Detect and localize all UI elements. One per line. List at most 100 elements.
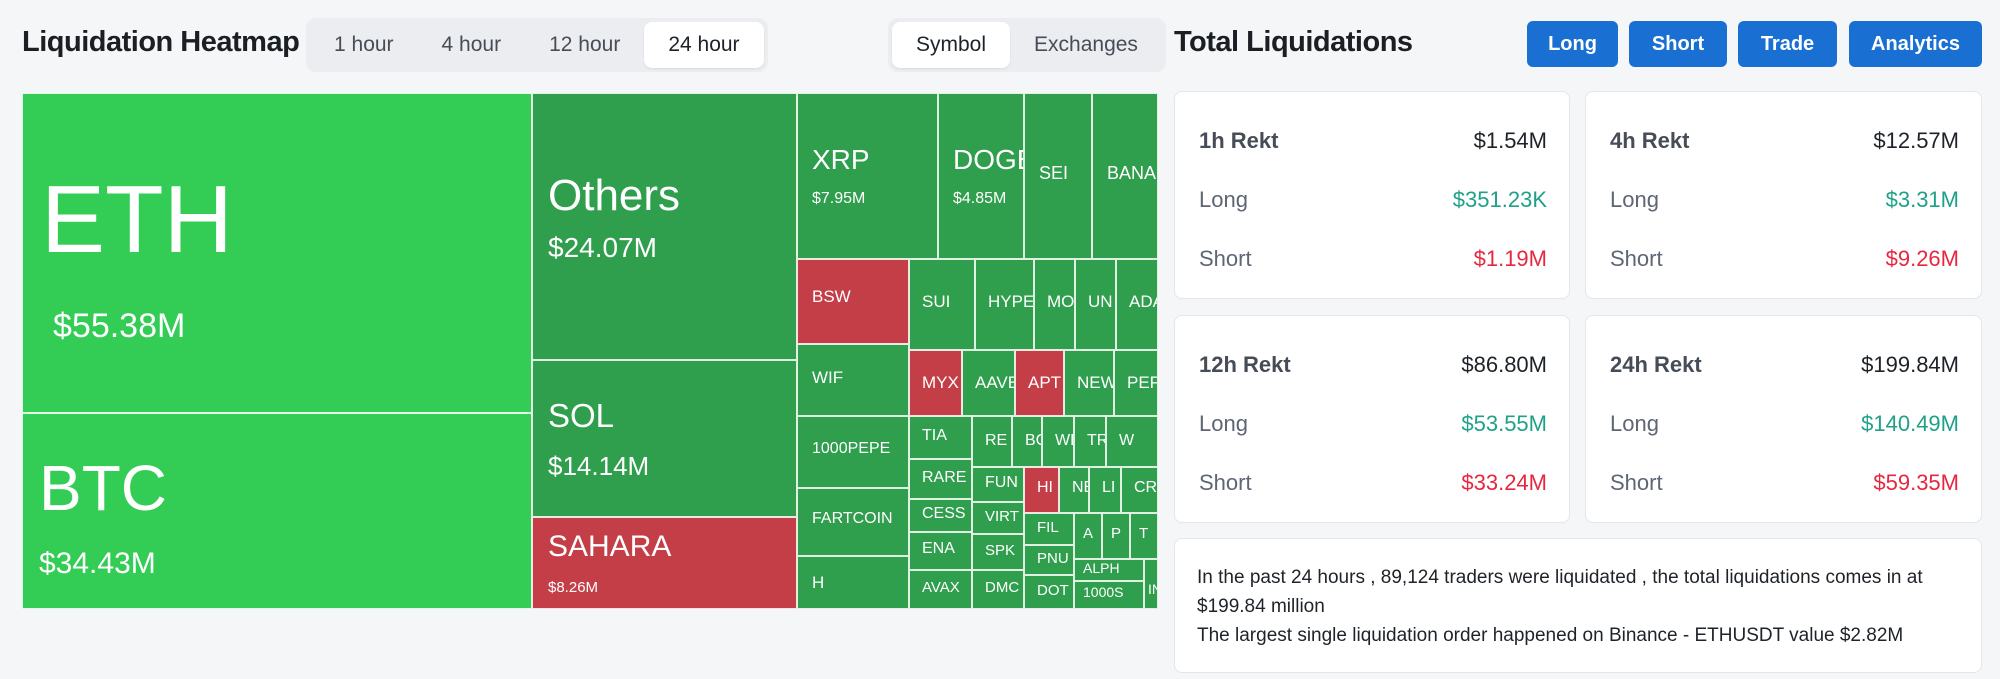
card-title: 24h Rekt (1610, 352, 1702, 377)
rekt-card-4h: 4h Rekt $12.57M Long $3.31M Short $9.26M (1585, 91, 1982, 299)
tile-value: $7.95M (812, 190, 866, 207)
tile-symbol: WIF (812, 368, 844, 387)
heatmap-tile-tr[interactable]: TR (1074, 416, 1106, 467)
analytics-button[interactable]: Analytics (1849, 21, 1982, 67)
time-range-tabs: 1 hour 4 hour 12 hour 24 hour (306, 18, 768, 72)
heatmap-tile-1000s[interactable]: 1000S (1074, 581, 1144, 609)
tab-1-hour[interactable]: 1 hour (334, 33, 394, 56)
tile-symbol: TIA (922, 427, 947, 444)
heatmap-tile-avax[interactable]: AVAX (909, 570, 972, 609)
heatmap-tile-dmc[interactable]: DMC (972, 570, 1024, 609)
tab-exchanges[interactable]: Exchanges (1034, 33, 1138, 56)
heatmap-tile-hype[interactable]: HYPE (975, 259, 1034, 350)
short-value: $33.24M (1461, 470, 1547, 495)
heatmap-tile-li[interactable]: LI (1089, 467, 1121, 513)
heatmap-tile-sol[interactable]: SOL $14.14M (532, 360, 797, 517)
heatmap-tile-bc[interactable]: BC (1012, 416, 1042, 467)
short-button[interactable]: Short (1629, 21, 1727, 67)
long-value: $140.49M (1861, 411, 1959, 436)
heatmap-tile-eth[interactable]: ETH $55.38M (22, 93, 532, 413)
heatmap-tile-fil[interactable]: FIL (1024, 513, 1074, 545)
heatmap-tile-p[interactable]: P (1102, 513, 1130, 559)
tile-symbol: 1000S (1083, 584, 1124, 600)
heatmap-tile-banana[interactable]: BANANA (1092, 93, 1158, 259)
heatmap-tile-dot[interactable]: DOT (1024, 575, 1074, 609)
tile-symbol: FARTCOIN (812, 510, 893, 527)
tile-symbol: SEI (1039, 163, 1069, 183)
heatmap-tile-btc[interactable]: BTC $34.43M (22, 413, 532, 609)
heatmap-tile-re[interactable]: RE (972, 416, 1012, 467)
heatmap-tile-wl[interactable]: WL (1042, 416, 1074, 467)
heatmap-tile-fartcoin[interactable]: FARTCOIN (797, 488, 909, 556)
tile-symbol: MYX (922, 373, 959, 392)
heatmap-tile-new[interactable]: NEW (1064, 350, 1114, 416)
heatmap-tile-fun[interactable]: FUN (972, 467, 1024, 502)
tile-symbol: PEP (1127, 373, 1158, 392)
heatmap-tile-pnu[interactable]: PNU (1024, 545, 1074, 575)
heatmap-tile-sui[interactable]: SUI (909, 259, 975, 350)
tab-symbol[interactable]: Symbol (892, 22, 1011, 68)
tile-value: $14.14M (548, 451, 650, 481)
heatmap-tile-w[interactable]: W (1106, 416, 1158, 467)
heatmap-tile-cr[interactable]: CR (1121, 467, 1158, 513)
heatmap-tile-1000pepe[interactable]: 1000PEPE (797, 416, 909, 488)
heatmap-tile-virt[interactable]: VIRT (972, 502, 1024, 534)
heatmap-tile-xrp[interactable]: XRP $7.95M (797, 93, 938, 259)
tile-symbol: NEW (1077, 373, 1114, 392)
heatmap-tile-cess[interactable]: CESS (909, 499, 972, 532)
short-label: Short (1199, 470, 1252, 495)
tile-symbol: MO (1047, 292, 1075, 311)
tile-symbol: T (1139, 525, 1149, 542)
tab-12-hour[interactable]: 12 hour (549, 33, 621, 56)
liquidation-heatmap: ETH $55.38M BTC $34.43M Others $24.07M SOL $14.… (22, 93, 1158, 609)
heatmap-tile-bsw[interactable]: BSW (797, 259, 909, 344)
short-value: $9.26M (1885, 246, 1959, 271)
long-label: Long (1610, 411, 1659, 436)
heatmap-tile-a[interactable]: A (1074, 513, 1102, 559)
heatmap-tile-ena[interactable]: ENA (909, 532, 972, 570)
card-title: 12h Rekt (1199, 352, 1291, 377)
heatmap-tile-spk[interactable]: SPK (972, 534, 1024, 570)
tile-symbol: FIL (1037, 519, 1059, 536)
heatmap-tile-sahara[interactable]: SAHARA $8.26M (532, 517, 797, 609)
heatmap-tile-wif[interactable]: WIF (797, 344, 909, 416)
tile-symbol: AVAX (922, 579, 960, 596)
long-button[interactable]: Long (1527, 21, 1618, 67)
heatmap-tile-alph[interactable]: ALPH (1074, 559, 1144, 581)
card-total: $12.57M (1873, 128, 1959, 153)
heatmap-tile-aave[interactable]: AAVE (962, 350, 1015, 416)
tile-symbol: P (1111, 525, 1122, 542)
heatmap-tile-pep[interactable]: PEP (1114, 350, 1158, 416)
card-total: $1.54M (1473, 128, 1547, 153)
heatmap-tile-others[interactable]: Others $24.07M (532, 93, 797, 360)
heatmap-tile-mo[interactable]: MO (1034, 259, 1075, 350)
tile-symbol: ETH (41, 166, 233, 273)
summary-line-2: The largest single liquidation order hap… (1197, 625, 1904, 646)
heatmap-tile-in[interactable]: IN (1144, 559, 1158, 609)
heatmap-tile-hi[interactable]: HI (1024, 467, 1059, 513)
heatmap-tile-apt[interactable]: APT (1015, 350, 1064, 416)
heatmap-tile-h[interactable]: H (797, 556, 909, 609)
tile-value: $55.38M (53, 307, 186, 345)
short-value: $1.19M (1473, 246, 1547, 271)
heatmap-tile-rare[interactable]: RARE (909, 459, 972, 499)
long-value: $53.55M (1461, 411, 1547, 436)
tab-4-hour[interactable]: 4 hour (441, 33, 502, 56)
heatmap-tile-un[interactable]: UN (1075, 259, 1116, 350)
tab-24-hour[interactable]: 24 hour (644, 22, 764, 68)
tile-symbol: ALPH (1083, 560, 1120, 576)
summary-line-1: In the past 24 hours , 89,124 traders we… (1197, 567, 1923, 617)
heatmap-tile-doge[interactable]: DOGE $4.85M (938, 93, 1024, 259)
trade-button[interactable]: Trade (1738, 21, 1837, 67)
heatmap-tile-ne[interactable]: NE (1059, 467, 1089, 513)
heatmap-tile-sei[interactable]: SEI (1024, 93, 1092, 259)
long-label: Long (1610, 187, 1659, 212)
tile-symbol: RARE (922, 469, 967, 486)
heatmap-tile-t[interactable]: T (1130, 513, 1158, 559)
heatmap-tile-myx[interactable]: MYX (909, 350, 962, 416)
tile-symbol: WL (1055, 432, 1073, 449)
tile-symbol: W (1119, 432, 1135, 449)
tile-symbol: LI (1102, 479, 1116, 496)
heatmap-tile-tia[interactable]: TIA (909, 416, 972, 459)
heatmap-tile-ada[interactable]: ADA (1116, 259, 1158, 350)
